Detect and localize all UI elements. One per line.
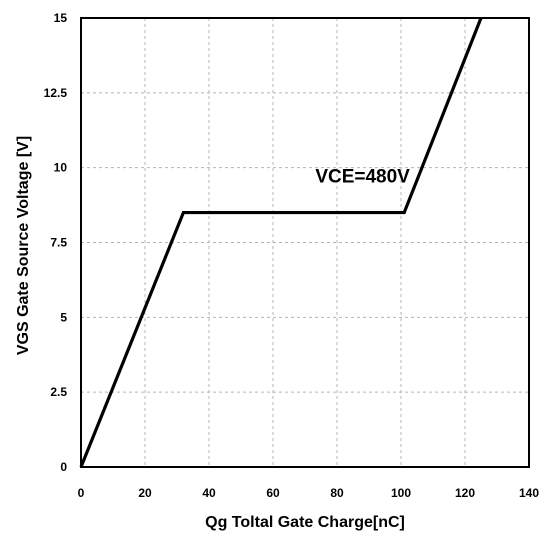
grid-lines — [81, 18, 529, 467]
y-tick-label: 2.5 — [50, 385, 67, 399]
x-tick-label: 40 — [202, 486, 216, 500]
y-tick-label: 10 — [54, 161, 68, 175]
x-axis-title: Qg Toltal Gate Charge[nC] — [205, 514, 405, 531]
x-tick-labels: 0 20 40 60 80 100 120 140 — [78, 486, 540, 500]
y-tick-labels: 0 2.5 5 7.5 10 12.5 15 — [44, 11, 68, 474]
series-line — [79, 17, 483, 468]
y-tick-label: 0 — [60, 460, 67, 474]
x-tick-label: 100 — [391, 486, 411, 500]
plot-frame — [80, 17, 530, 468]
x-tick-label: 0 — [78, 486, 85, 500]
x-tick-label: 60 — [266, 486, 280, 500]
y-tick-label: 15 — [54, 11, 68, 25]
annotations: VCE=480V — [315, 167, 410, 188]
y-axis-title: VGS Gate Source Voltage [V] — [15, 136, 32, 355]
x-tick-label: 140 — [519, 486, 539, 500]
y-tick-label: 7.5 — [50, 236, 67, 250]
x-tick-label: 80 — [330, 486, 344, 500]
y-tick-label: 12.5 — [44, 86, 68, 100]
x-tick-label: 120 — [455, 486, 475, 500]
annotation-label: VCE=480V — [315, 167, 410, 188]
x-tick-label: 20 — [138, 486, 152, 500]
y-tick-label: 5 — [60, 310, 67, 324]
